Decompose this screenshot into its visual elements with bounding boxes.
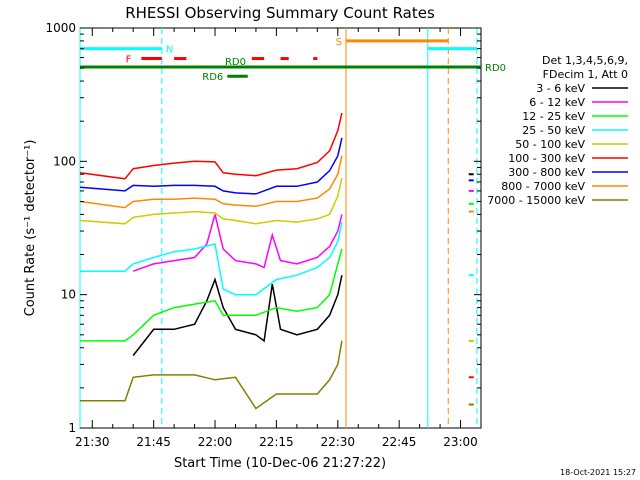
- series-line-2: [132, 214, 343, 272]
- x-tick-label: 22:00: [198, 435, 233, 449]
- series-line-4: [80, 221, 343, 296]
- legend-label: 100 - 300 keV: [508, 152, 585, 165]
- series-line-3: [80, 248, 343, 342]
- series-lines: [79, 112, 343, 410]
- x-tick-label: 21:45: [136, 435, 171, 449]
- series-line-5: [79, 177, 343, 225]
- vertical-marker-lines: [79, 28, 478, 428]
- legend-header-line-1: Det 1,3,4,5,6,9,: [542, 54, 628, 67]
- legend-label: 50 - 100 keV: [515, 138, 585, 151]
- legend-label: 3 - 6 keV: [536, 82, 585, 95]
- late-segment-marks: [468, 173, 474, 406]
- legend-label: 12 - 25 keV: [522, 110, 585, 123]
- y-axis-ticks: 1 10 100 1000: [45, 21, 481, 435]
- legend-label: 7000 - 15000 keV: [487, 194, 585, 207]
- y-tick-label: 10: [61, 288, 76, 302]
- chart-title: RHESSI Observing Summary Count Rates: [125, 4, 435, 22]
- series-line-7: [79, 137, 343, 195]
- x-tick-label: 21:30: [75, 435, 110, 449]
- series-line-9: [80, 340, 343, 410]
- rd6-bar-label: RD6: [202, 72, 223, 83]
- flare-bar-label: F: [126, 55, 132, 66]
- rd0-bar-label-mid: RD0: [225, 57, 246, 68]
- rd0-bar-label: RD0: [485, 63, 506, 74]
- legend-label: 800 - 7000 keV: [501, 180, 585, 193]
- x-tick-label: 22:30: [320, 435, 355, 449]
- saa-bar-label: S: [336, 37, 342, 48]
- y-axis-label: Count Rate (s⁻¹ detector⁻¹): [23, 140, 38, 317]
- x-axis-ticks: 21:30 21:45 22:00 22:15 22:30 22:45 23:00: [75, 28, 478, 449]
- legend-header-line-2: FDecim 1, Att 0: [543, 68, 628, 81]
- plot-frame: [79, 27, 482, 429]
- legend-label: 300 - 800 keV: [508, 166, 585, 179]
- y-tick-label: 100: [53, 154, 76, 168]
- series-line-8: [79, 155, 343, 209]
- series-line-6: [79, 112, 343, 180]
- y-tick-label: 1: [68, 421, 76, 435]
- legend-label: 6 - 12 keV: [529, 96, 585, 109]
- legend-label: 25 - 50 keV: [522, 124, 585, 137]
- x-tick-label: 23:00: [443, 435, 478, 449]
- x-tick-label: 22:45: [382, 435, 417, 449]
- y-tick-label: 1000: [45, 21, 76, 35]
- footer-date: 18-Oct-2021 15:27: [560, 468, 636, 477]
- night-bar-1-label: N: [166, 45, 173, 56]
- series-line-1: [132, 275, 343, 356]
- x-axis-label: Start Time (10-Dec-06 21:27:22): [174, 456, 386, 471]
- x-tick-label: 22:15: [259, 435, 294, 449]
